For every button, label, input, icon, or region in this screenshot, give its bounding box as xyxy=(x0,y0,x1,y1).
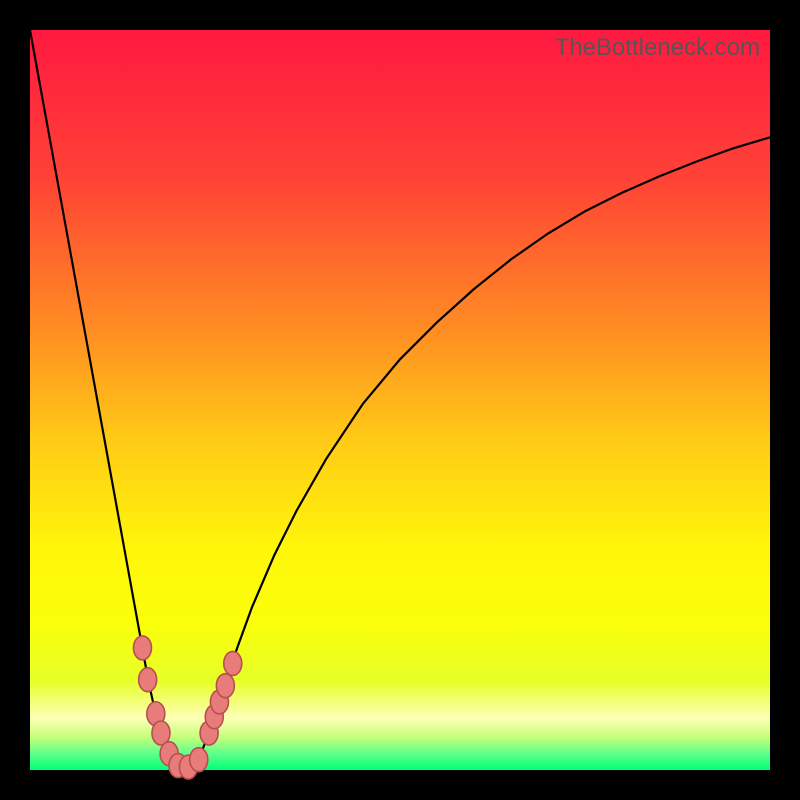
data-marker xyxy=(133,636,151,660)
chart-frame: TheBottleneck.com xyxy=(0,0,800,800)
data-marker xyxy=(190,748,208,772)
data-marker xyxy=(139,668,157,692)
marker-group xyxy=(133,636,241,779)
watermark-text: TheBottleneck.com xyxy=(555,34,760,62)
data-marker xyxy=(216,674,234,698)
curve-right-branch xyxy=(185,137,770,770)
curves-layer xyxy=(30,30,770,770)
plot-area: TheBottleneck.com xyxy=(30,30,770,770)
data-marker xyxy=(224,651,242,675)
curve-left-branch xyxy=(30,30,185,770)
